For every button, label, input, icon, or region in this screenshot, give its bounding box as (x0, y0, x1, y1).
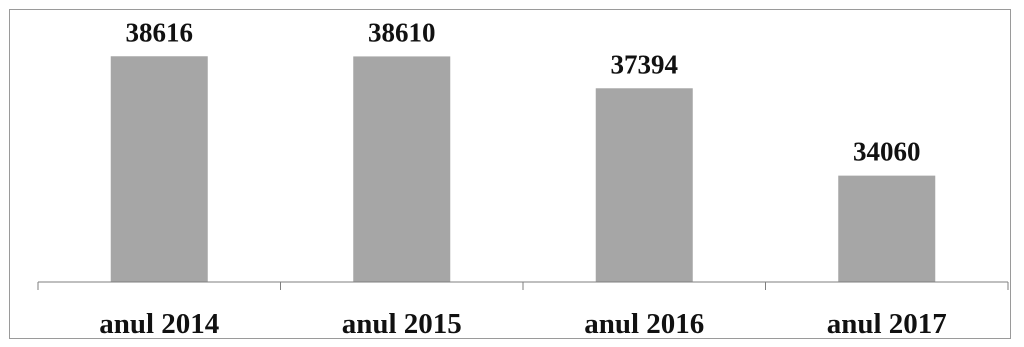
data-label: 37394 (611, 49, 679, 79)
x-tick-label: anul 2017 (827, 308, 947, 340)
bar-anul-2015 (353, 56, 451, 282)
x-tick-label: anul 2014 (99, 308, 219, 340)
x-tick-label: anul 2016 (584, 308, 704, 340)
data-label: 38610 (368, 17, 436, 47)
data-label: 38616 (126, 17, 194, 47)
bar-anul-2017 (838, 175, 936, 282)
bar-anul-2016 (595, 88, 693, 283)
data-label: 34060 (853, 137, 921, 167)
x-tick-label: anul 2015 (342, 308, 462, 340)
bar-anul-2014 (110, 56, 208, 282)
